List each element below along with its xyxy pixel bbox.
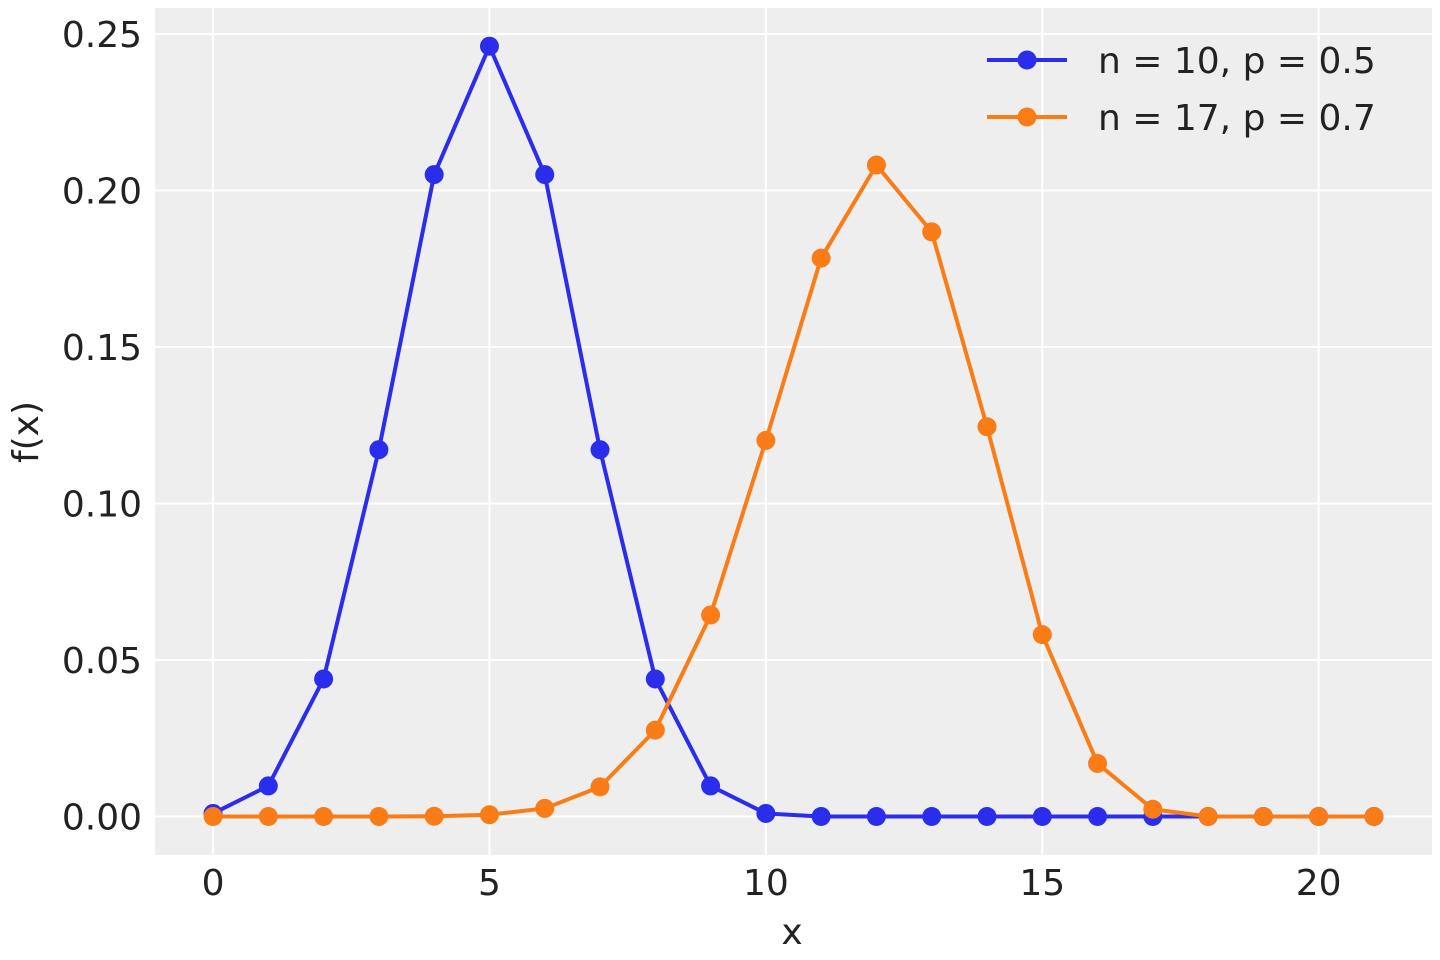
data-point [258, 776, 278, 796]
data-point [701, 776, 721, 796]
y-tick-label: 0.15 [62, 328, 142, 369]
legend-item: n = 17, p = 0.7 [987, 98, 1376, 139]
legend-marker [1017, 50, 1037, 70]
data-point [369, 440, 389, 460]
data-point [535, 165, 555, 185]
x-tick-label: 0 [202, 863, 225, 904]
data-point [203, 807, 223, 826]
data-point [314, 669, 334, 689]
data-point [756, 430, 776, 450]
x-tick-label: 5 [478, 863, 501, 904]
series-line [212, 44, 1374, 819]
x-tick-label: 10 [743, 863, 789, 904]
data-point [535, 798, 555, 818]
y-tick-label: 0.10 [62, 484, 142, 525]
series-group [203, 36, 1384, 826]
legend-label: n = 17, p = 0.7 [1098, 98, 1376, 139]
data-point [590, 777, 610, 797]
y-tick-label: 0.05 [62, 641, 142, 682]
data-point [1032, 625, 1052, 645]
data-point [258, 806, 278, 826]
data-point [866, 155, 886, 175]
x-axis-label: x [781, 912, 802, 953]
data-point [479, 36, 499, 56]
data-point [866, 807, 886, 826]
data-point [1309, 807, 1329, 826]
series-2 [203, 155, 1384, 826]
data-point [1032, 807, 1052, 826]
data-point [645, 720, 665, 740]
legend-marker [1017, 107, 1037, 127]
data-point [1088, 807, 1108, 826]
data-point [977, 417, 997, 437]
data-point [922, 807, 942, 826]
y-tick-label: 0.25 [62, 15, 142, 56]
data-point [645, 669, 665, 689]
plot-background [155, 8, 1432, 855]
data-point [922, 222, 942, 242]
data-point [1088, 753, 1108, 773]
y-tick-label: 0.00 [62, 798, 142, 839]
data-point [977, 807, 997, 826]
data-point [314, 806, 334, 826]
data-point [424, 165, 444, 185]
data-point [1198, 807, 1218, 826]
legend-label: n = 10, p = 0.5 [1098, 41, 1376, 82]
data-point [424, 806, 444, 826]
data-point [701, 605, 721, 625]
tick-labels: 0 5 10 15 20 0.00 0.05 0.10 0.15 0.20 0.25 [62, 15, 1342, 904]
x-tick-label: 15 [1019, 863, 1065, 904]
legend-item: n = 10, p = 0.5 [987, 41, 1376, 82]
data-point [590, 440, 610, 460]
data-point [1143, 799, 1163, 819]
data-point [756, 803, 776, 823]
x-tick-label: 20 [1296, 863, 1342, 904]
data-point [369, 806, 389, 826]
legend: n = 10, p = 0.5 n = 17, p = 0.7 [987, 41, 1376, 139]
data-point [1253, 807, 1273, 826]
data-point [811, 807, 831, 826]
data-point [1364, 807, 1384, 826]
data-point [811, 248, 831, 268]
data-point [479, 805, 499, 825]
y-axis-label: f(x) [6, 401, 47, 463]
series-line [213, 163, 1374, 819]
y-tick-label: 0.20 [62, 171, 142, 212]
